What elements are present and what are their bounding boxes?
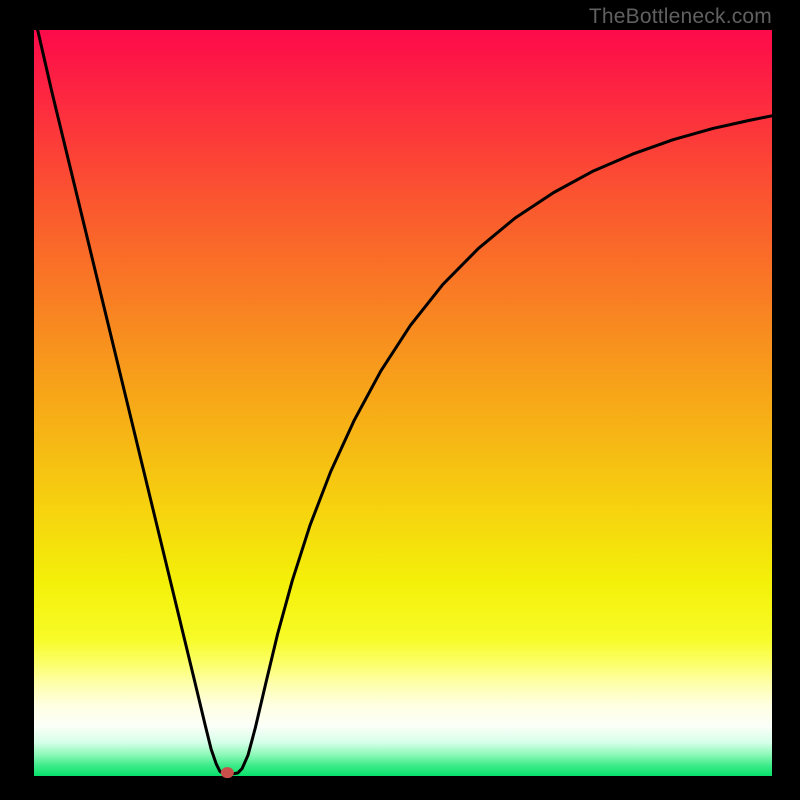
chart-svg <box>0 0 800 800</box>
watermark-text: TheBottleneck.com <box>589 5 772 29</box>
bottleneck-curve <box>38 30 772 774</box>
optimal-point-marker <box>221 767 234 778</box>
